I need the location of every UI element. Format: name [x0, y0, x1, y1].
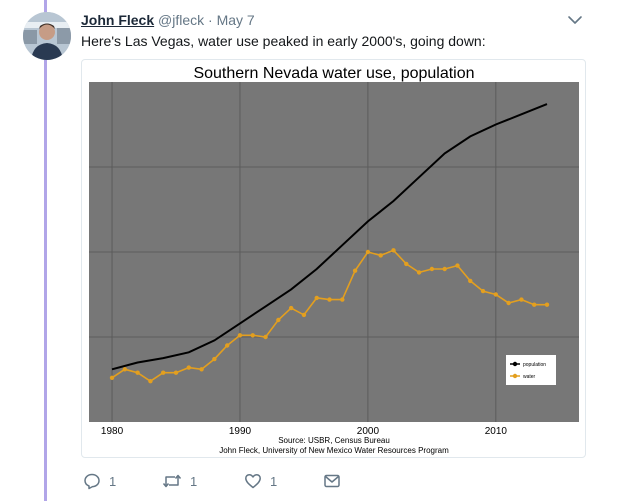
reply-icon [84, 473, 100, 490]
data-point-water [122, 367, 128, 372]
data-point-water [276, 317, 281, 323]
legend-box [506, 355, 556, 385]
data-point-water [506, 300, 511, 306]
avatar-image [23, 12, 71, 60]
x-tick-label: 1990 [229, 426, 252, 437]
x-axis: 1980 1990 2000 2010 [101, 426, 507, 437]
media-image[interactable]: Southern Nevada water use, population 19… [81, 59, 586, 458]
data-point-water [340, 297, 345, 302]
legend-label-water: water [523, 374, 536, 380]
x-tick-label: 2000 [357, 426, 380, 437]
chart-credit: John Fleck, University of New Mexico Wat… [219, 446, 449, 455]
data-point-water [480, 288, 486, 294]
data-point-water [365, 249, 371, 255]
legend-marker-population [512, 361, 518, 367]
data-point-water [199, 367, 204, 372]
data-point-water [391, 248, 396, 253]
envelope-icon [324, 474, 340, 488]
direct-message-button[interactable] [323, 470, 341, 492]
tweet-text: Here's Las Vegas, water use peaked in ea… [81, 33, 486, 49]
legend: population water [506, 355, 556, 385]
like-button[interactable]: 1 [244, 470, 277, 492]
line-chart: Southern Nevada water use, population 19… [89, 65, 579, 455]
data-point-water [212, 356, 217, 362]
separator-dot: · [208, 12, 213, 28]
data-point-water [237, 333, 243, 338]
data-point-water [250, 333, 255, 338]
data-point-water [148, 379, 153, 384]
legend-label-population: population [523, 362, 546, 368]
data-point-water [429, 266, 435, 272]
series-line-population [111, 103, 548, 371]
data-point-water [442, 266, 447, 272]
data-point-water [135, 370, 140, 375]
retweet-button[interactable]: 1 [162, 470, 197, 492]
data-point-water [263, 334, 268, 340]
chart-title: Southern Nevada water use, population [193, 65, 474, 82]
data-point-water [544, 302, 550, 307]
tweet-date[interactable]: May 7 [216, 12, 255, 28]
chart-source: Source: USBR, Census Bureau [278, 436, 390, 445]
data-point-water [378, 253, 383, 258]
x-tick-label: 2010 [485, 426, 508, 437]
data-point-water [493, 292, 499, 297]
reply-button[interactable]: 1 [83, 470, 116, 492]
data-point-water [186, 365, 191, 370]
chevron-down-icon[interactable] [567, 12, 583, 28]
retweet-icon [162, 474, 182, 488]
data-point-water [224, 343, 230, 348]
reply-count: 1 [109, 473, 117, 489]
legend-marker-water [512, 373, 518, 379]
like-count: 1 [270, 473, 278, 489]
data-point-water [404, 261, 409, 267]
data-point-water [455, 263, 460, 268]
data-point-water [314, 295, 319, 301]
data-point-water [161, 370, 166, 375]
data-point-water [352, 268, 358, 273]
data-point-water [109, 375, 115, 380]
tweet-header: John Fleck @jfleck · May 7 [81, 11, 255, 29]
tweet-actions: 1 1 1 [81, 470, 421, 492]
data-point-water [173, 370, 179, 375]
heart-icon [245, 473, 261, 489]
author-handle[interactable]: @jfleck [158, 12, 205, 28]
data-point-water [532, 302, 537, 307]
retweet-count: 1 [190, 473, 198, 489]
plot-area [89, 82, 579, 422]
data-point-water [327, 297, 332, 302]
data-point-water [468, 278, 473, 284]
x-tick-label: 1980 [101, 426, 124, 437]
data-point-water [288, 305, 294, 311]
thread-line [44, 0, 47, 501]
author-name[interactable]: John Fleck [81, 12, 155, 28]
data-point-water [416, 270, 422, 275]
data-point-water [519, 297, 524, 302]
data-point-water [301, 312, 307, 318]
avatar[interactable] [23, 12, 71, 60]
